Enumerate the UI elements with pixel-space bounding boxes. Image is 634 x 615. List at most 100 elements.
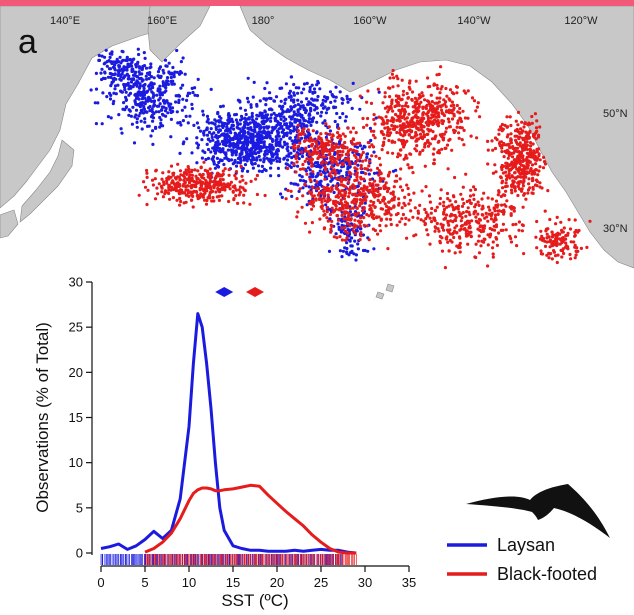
black-footed-observation-point — [505, 125, 509, 129]
black-footed-observation-point — [383, 202, 387, 206]
black-footed-observation-point — [389, 213, 393, 217]
black-footed-observation-point — [241, 186, 245, 190]
black-footed-observation-point — [145, 202, 149, 207]
laysan-observation-point — [218, 128, 223, 132]
black-footed-observation-point — [469, 201, 473, 205]
laysan-observation-point — [166, 101, 170, 105]
black-footed-observation-point — [411, 124, 415, 129]
black-footed-observation-point — [371, 203, 375, 207]
black-footed-observation-point — [493, 209, 497, 213]
laysan-observation-point — [285, 133, 289, 138]
black-footed-observation-point — [296, 129, 300, 133]
black-footed-observation-point — [359, 166, 363, 170]
laysan-observation-point — [316, 111, 320, 115]
black-footed-observation-point — [440, 119, 444, 123]
laysan-observation-point — [237, 137, 241, 141]
black-footed-observation-point — [446, 197, 450, 201]
black-footed-observation-point — [519, 175, 523, 179]
black-footed-observation-point — [500, 181, 504, 185]
laysan-observation-point — [263, 131, 267, 135]
laysan-observation-point — [161, 68, 165, 72]
laysan-observation-point — [241, 133, 245, 137]
black-footed-observation-point — [184, 193, 188, 197]
black-footed-observation-point — [203, 198, 207, 202]
laysan-observation-point — [260, 116, 264, 120]
laysan-observation-point — [318, 87, 322, 91]
laysan-observation-point — [229, 118, 233, 122]
black-footed-observation-point — [330, 161, 334, 165]
black-footed-observation-point — [367, 164, 371, 168]
black-footed-observation-point — [311, 185, 315, 190]
black-footed-observation-point — [365, 224, 369, 228]
black-footed-observation-point — [199, 192, 203, 196]
black-footed-observation-point — [410, 90, 415, 94]
black-footed-observation-point — [429, 93, 433, 97]
black-footed-observation-point — [430, 100, 434, 104]
black-footed-observation-point — [493, 136, 498, 140]
black-footed-observation-point — [400, 104, 404, 108]
black-footed-observation-point — [302, 167, 306, 171]
black-footed-observation-point — [231, 185, 235, 189]
laysan-observation-point — [302, 82, 307, 86]
laysan-observation-point — [162, 98, 166, 102]
black-footed-observation-point — [201, 195, 205, 199]
laysan-observation-point — [284, 162, 288, 166]
laysan-observation-point — [248, 121, 252, 125]
laysan-observation-point — [219, 105, 223, 109]
black-footed-observation-point — [401, 108, 405, 112]
black-footed-observation-point — [426, 85, 430, 89]
black-footed-observation-point — [461, 211, 465, 215]
y-axis-label: Observations (% of Total) — [33, 322, 52, 513]
black-footed-observation-point — [396, 77, 400, 81]
black-footed-observation-point — [462, 143, 466, 147]
laysan-observation-point — [258, 133, 262, 137]
laysan-observation-point — [246, 152, 250, 157]
black-footed-observation-point — [386, 151, 390, 155]
laysan-observation-point — [299, 124, 303, 128]
black-footed-observation-point — [184, 200, 188, 204]
black-footed-observation-point — [191, 205, 195, 209]
laysan-observation-point — [336, 222, 340, 226]
laysan-observation-point — [213, 166, 217, 170]
laysan-observation-point — [150, 99, 154, 103]
black-footed-observation-point — [464, 214, 468, 218]
black-footed-observation-point — [472, 212, 476, 216]
black-footed-observation-point — [483, 216, 487, 220]
black-footed-observation-point — [165, 179, 169, 183]
black-footed-observation-point — [527, 177, 531, 181]
laysan-observation-point — [244, 112, 248, 117]
black-footed-observation-point — [541, 237, 546, 241]
black-footed-observation-point — [289, 189, 293, 193]
black-footed-observation-point — [457, 210, 461, 214]
black-footed-observation-point — [496, 193, 500, 197]
black-footed-observation-point — [329, 230, 333, 234]
laysan-observation-point — [321, 98, 325, 102]
black-footed-observation-point — [355, 158, 359, 162]
black-footed-observation-point — [202, 192, 206, 197]
laysan-observation-point — [209, 150, 213, 154]
laysan-observation-point — [165, 64, 169, 68]
laysan-observation-point — [224, 135, 228, 139]
black-footed-observation-point — [376, 232, 380, 236]
black-footed-observation-point — [336, 218, 341, 222]
black-footed-observation-point — [438, 91, 442, 95]
black-footed-observation-point — [448, 88, 453, 92]
black-footed-observation-point — [392, 185, 396, 189]
black-footed-observation-point — [294, 156, 298, 160]
black-footed-observation-point — [388, 95, 392, 99]
laysan-observation-point — [257, 150, 261, 155]
black-footed-observation-point — [186, 191, 190, 195]
laysan-observation-point — [359, 227, 363, 231]
inset-background — [14, 262, 374, 612]
laysan-observation-point — [111, 73, 115, 77]
black-footed-observation-point — [532, 132, 536, 136]
black-footed-observation-point — [502, 212, 506, 216]
black-footed-observation-point — [315, 150, 320, 154]
laysan-observation-point — [141, 111, 146, 115]
laysan-observation-point — [190, 151, 194, 155]
laysan-observation-point — [205, 142, 209, 146]
laysan-observation-point — [292, 125, 296, 129]
laysan-observation-point — [94, 87, 99, 91]
laysan-observation-point — [336, 123, 340, 127]
laysan-observation-point — [262, 142, 266, 146]
